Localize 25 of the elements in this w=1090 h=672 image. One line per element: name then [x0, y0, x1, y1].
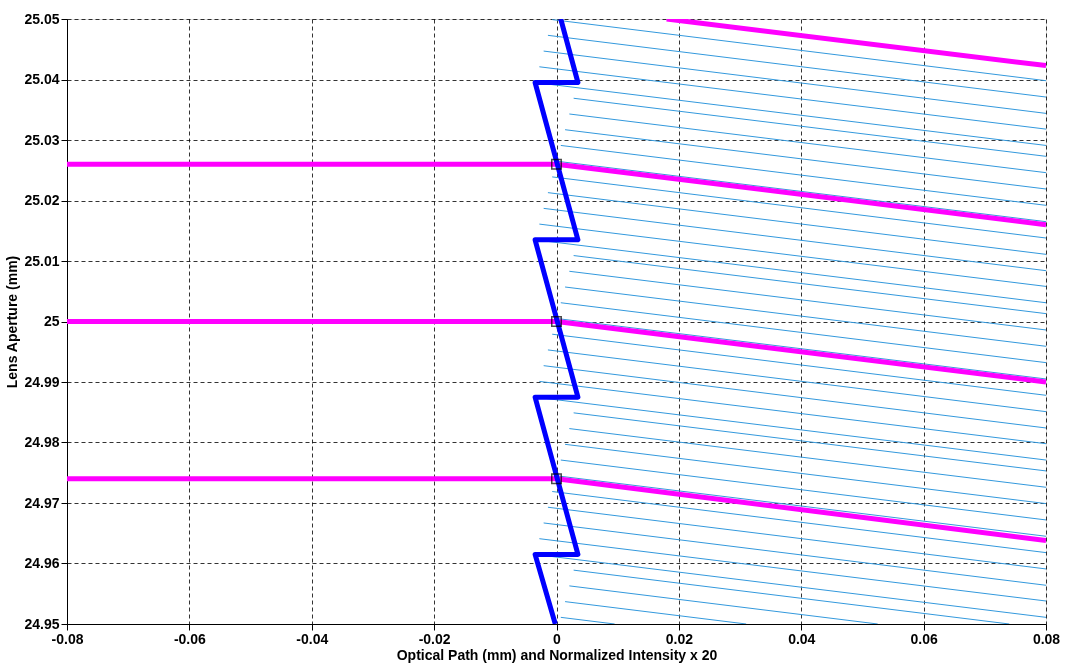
y-tick-label: 24.96	[24, 555, 60, 571]
y-tick-label: 25.03	[24, 131, 60, 148]
point	[551, 473, 562, 485]
x-axis-title: Optical Path (mm) and Normalized Intensity x 20	[396, 646, 718, 663]
x-tick-label: 0.04	[788, 630, 816, 647]
x-tick-label: 0	[553, 630, 562, 647]
y-tick-label: 24.97	[24, 494, 60, 511]
x-tick-label: 0.08	[1032, 630, 1061, 647]
y-tick-label: 24.98	[24, 434, 60, 450]
x-tick-label: -0.02	[418, 630, 451, 647]
point	[551, 158, 562, 170]
y-tick-label: 24.99	[24, 373, 60, 390]
y-tick-label: 25.05	[24, 10, 60, 27]
x-tick-label: 0.06	[910, 630, 938, 647]
y-tick-label: 25.02	[24, 192, 60, 208]
x-tick-label: -0.06	[173, 630, 207, 647]
point	[551, 316, 562, 327]
x-tick-label: -0.08	[51, 630, 84, 647]
x-tick-label: 0.02	[665, 630, 694, 647]
y-tick-label: 24.95	[24, 615, 60, 632]
y-tick-label: 25	[43, 313, 60, 329]
x-tick-label: -0.04	[296, 630, 329, 647]
y-tick-label: 25.01	[24, 252, 60, 269]
y-axis-title: Lens Aperture (mm)	[4, 255, 21, 389]
y-tick-label: 25.04	[24, 71, 60, 87]
